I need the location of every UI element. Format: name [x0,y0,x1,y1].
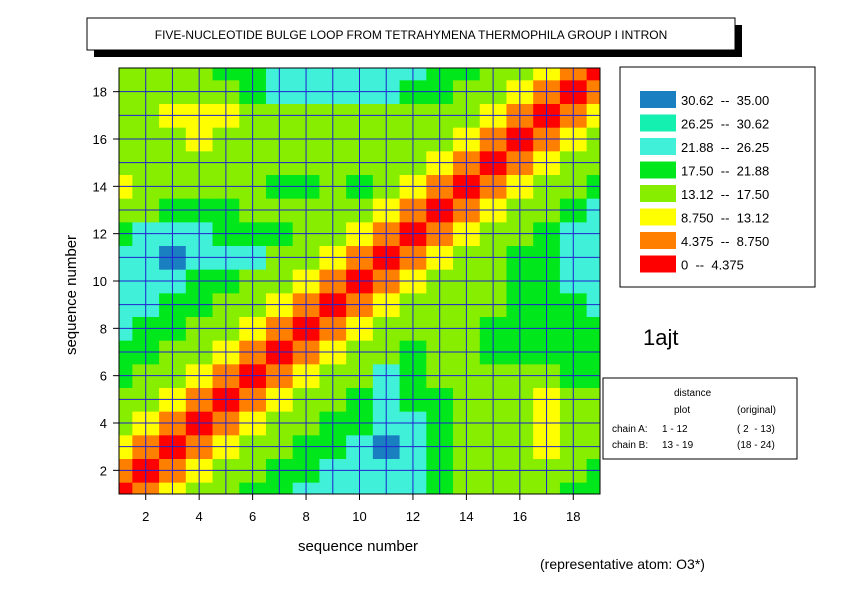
legend-label: 30.62 -- 35.00 [681,93,769,108]
legend-swatch [640,232,676,249]
info-cell: chain A: [612,424,648,435]
y-axis-label: sequence number [63,235,80,355]
info-cell: (18 - 24) [737,440,775,451]
y-tick-label: 2 [100,463,107,478]
x-tick-label: 8 [302,509,309,524]
x-axis-label: sequence number [298,538,418,555]
note: (representative atom: O3*) [540,556,705,572]
x-tick-label: 12 [406,509,420,524]
y-tick-label: 6 [100,369,107,384]
legend-swatch [640,91,676,108]
info-cell: chain B: [612,440,648,451]
contour-cell [119,482,133,494]
info-cell: 1 - 12 [662,424,688,435]
y-tick-label: 14 [93,179,107,194]
y-tick-label: 12 [93,227,107,242]
legend-label: 8.750 -- 13.12 [681,211,769,226]
legend-label: 26.25 -- 30.62 [681,117,769,132]
legend-swatch [640,255,676,273]
x-tick-label: 2 [142,509,149,524]
info-col1: plot [674,405,690,416]
legend-label: 21.88 -- 26.25 [681,140,769,155]
legend-swatch [640,138,676,155]
info-rows: chain A: 1 - 12 ( 2 - 13) chain B: 13 - 19 (1… [612,424,775,451]
chart-title: FIVE-NUCLEOTIDE BULGE LOOP FROM TETRAHYM… [155,28,668,42]
axes: 2 4 6 8 10 12 14 16 18 2 4 6 8 10 12 14 16 18 [93,67,601,524]
info-col2: (original) [737,405,776,416]
y-tick-label: 16 [93,132,107,147]
legend-swatch [640,161,676,179]
legend-label: 17.50 -- 21.88 [681,164,769,179]
x-tick-label: 18 [566,509,580,524]
contour-cell [119,68,133,81]
info-box [602,377,798,460]
y-tick-label: 8 [100,321,107,336]
title-box [86,17,736,51]
info-cell: 13 - 19 [662,440,694,451]
info-cell: ( 2 - 13) [737,424,775,435]
legend-label: 0 -- 4.375 [681,258,744,273]
legend-swatch [640,114,676,132]
legend-label: 13.12 -- 17.50 [681,187,769,202]
info-heading: distance [674,388,712,399]
x-tick-label: 10 [352,509,366,524]
x-tick-label: 14 [459,509,473,524]
legend-swatch [640,185,676,202]
y-tick-label: 18 [93,85,107,100]
legend-swatch [640,208,676,226]
legend: 30.62 -- 35.00 26.25 -- 30.62 21.88 -- 26.… [640,91,769,273]
contour-cell [586,482,600,494]
y-tick-label: 4 [100,416,107,431]
legend-label: 4.375 -- 8.750 [681,234,769,249]
y-tick-label: 10 [93,274,107,289]
x-tick-label: 6 [249,509,256,524]
x-tick-label: 16 [513,509,527,524]
x-tick-label: 4 [196,509,203,524]
id-label: 1ajt [643,325,678,350]
contour-cell [586,68,600,81]
